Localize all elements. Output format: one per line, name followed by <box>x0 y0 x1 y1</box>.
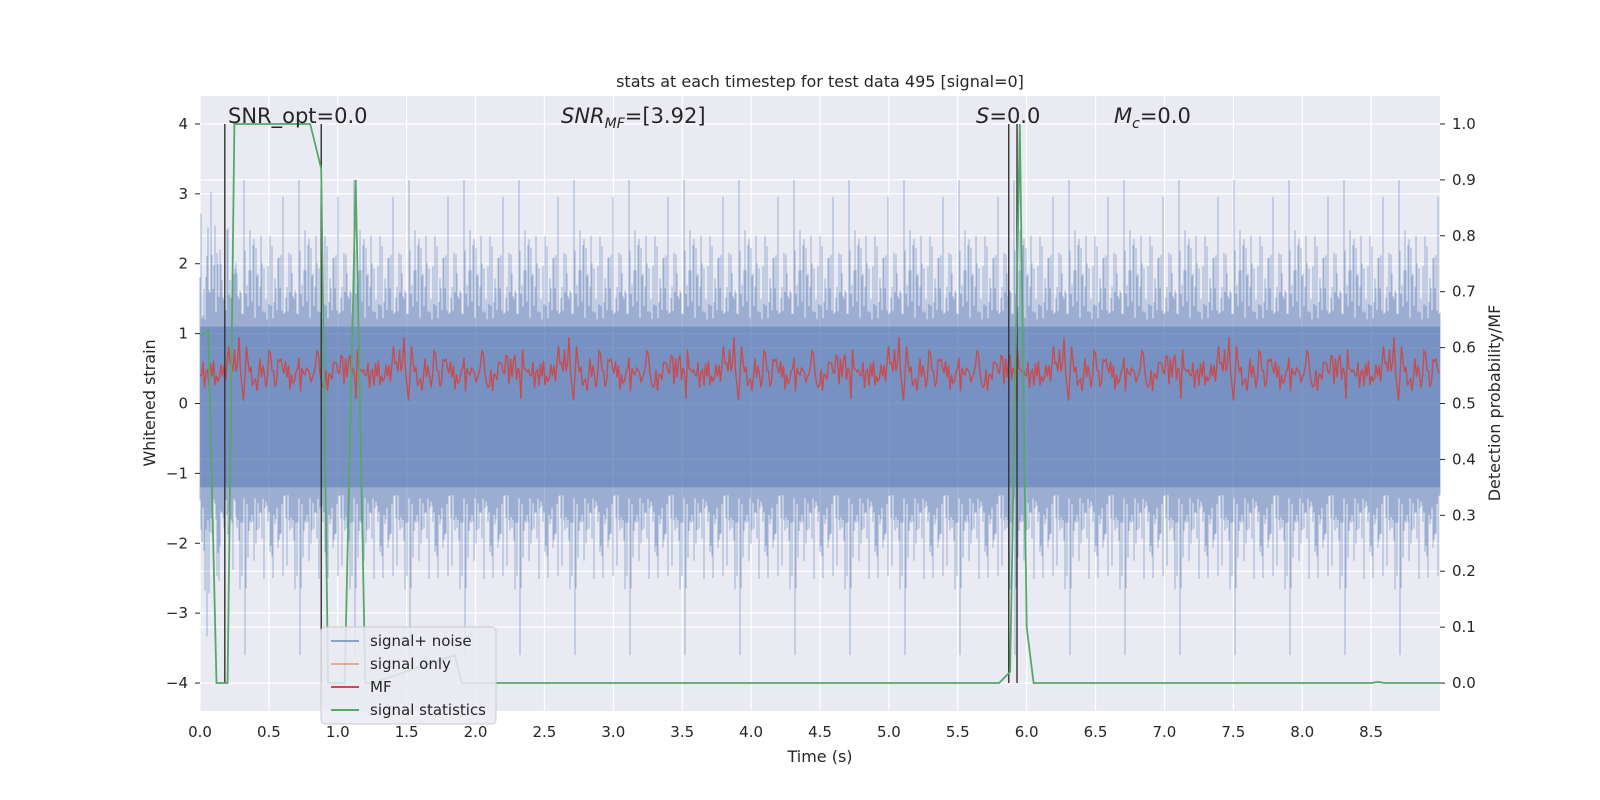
x-tick-label-2: 1.0 <box>326 723 350 741</box>
mf-line <box>199 337 1440 401</box>
mf-series <box>199 337 1440 401</box>
x-tick-label-12: 6.0 <box>1015 723 1039 741</box>
y-tick-right-label-8: 0.8 <box>1452 227 1476 245</box>
y-tick-left-label-2: −2 <box>166 534 188 552</box>
x-tick-label-10: 5.0 <box>877 723 901 741</box>
y-axis-left-label: Whitened strain <box>140 339 159 466</box>
signal-plus-noise-series <box>199 180 1441 656</box>
y-tick-right-label-7: 0.7 <box>1452 283 1476 301</box>
x-tick-label-0: 0.0 <box>188 723 212 741</box>
y-tick-right-label-1: 0.1 <box>1452 618 1476 636</box>
x-tick-label-7: 3.5 <box>670 723 694 741</box>
x-axis-label: Time (s) <box>786 747 852 766</box>
y-tick-left-label-1: −3 <box>166 604 188 622</box>
annotation-mc: Mc=0.0 <box>1114 104 1191 132</box>
y-tick-right-label-9: 0.9 <box>1452 171 1476 189</box>
x-tick-label-15: 7.5 <box>1221 723 1245 741</box>
legend-label-mf: MF <box>370 678 392 696</box>
y-tick-left-label-7: 3 <box>178 185 188 203</box>
y-tick-right-label-3: 0.3 <box>1452 506 1476 524</box>
x-tick-label-13: 6.5 <box>1084 723 1108 741</box>
x-tick-label-5: 2.5 <box>533 723 557 741</box>
annotation-snr-mf: SNRMF=[3.92] <box>561 104 706 132</box>
y-tick-left-label-3: −1 <box>166 464 188 482</box>
x-tick-label-16: 8.0 <box>1290 723 1314 741</box>
x-tick-label-17: 8.5 <box>1359 723 1383 741</box>
x-tick-label-1: 0.5 <box>257 723 281 741</box>
annotation-snr-opt: SNR_opt=0.0 <box>228 104 368 129</box>
y-tick-right-label-5: 0.5 <box>1452 395 1476 413</box>
annotation-s: S=0.0 <box>976 104 1040 128</box>
x-tick-label-14: 7.0 <box>1153 723 1177 741</box>
y-tick-left-label-8: 4 <box>178 115 188 133</box>
x-tick-label-6: 3.0 <box>601 723 625 741</box>
y-axis-right-ticks: 0.0 0.1 0.2 0.3 0.4 0.5 0.6 0.7 0.8 0.9 1.0 <box>1440 115 1476 692</box>
x-tick-label-9: 4.5 <box>808 723 832 741</box>
y-tick-right-label-6: 0.6 <box>1452 339 1476 357</box>
legend-box <box>320 626 497 725</box>
signal-plus-noise-line <box>199 180 1441 656</box>
y-tick-left-label-4: 0 <box>178 395 188 413</box>
y-tick-left-label-0: −4 <box>166 674 188 692</box>
x-tick-label-8: 4.0 <box>739 723 763 741</box>
y-tick-left-label-5: 1 <box>178 325 188 343</box>
x-tick-label-3: 1.5 <box>395 723 419 741</box>
y-tick-right-label-2: 0.2 <box>1452 562 1476 580</box>
chart-title: stats at each timestep for test data 495… <box>616 72 1024 91</box>
legend-label-signal-only: signal only <box>370 655 451 673</box>
x-tick-label-11: 5.5 <box>946 723 970 741</box>
y-tick-right-label-0: 0.0 <box>1452 674 1476 692</box>
y-tick-right-label-10: 1.0 <box>1452 115 1476 133</box>
y-tick-right-label-4: 0.4 <box>1452 450 1476 468</box>
legend: signal+ noise signal only MF signal stat… <box>320 626 497 725</box>
signal-plus-noise-core <box>200 326 1440 488</box>
legend-label-signal-statistics: signal statistics <box>370 701 486 719</box>
y-tick-left-label-6: 2 <box>178 255 188 273</box>
legend-label-signal-noise: signal+ noise <box>370 632 472 650</box>
x-tick-label-4: 2.0 <box>464 723 488 741</box>
x-axis-ticks: 0.0 0.5 1.0 1.5 2.0 2.5 3.0 3.5 4.0 4.5 5.0 5.5 6.0 6… <box>188 723 1383 741</box>
y-axis-left-ticks: −4 −3 −2 −1 0 1 2 3 4 <box>166 115 200 692</box>
y-axis-right-label: Detection probability/MF <box>1485 305 1504 502</box>
